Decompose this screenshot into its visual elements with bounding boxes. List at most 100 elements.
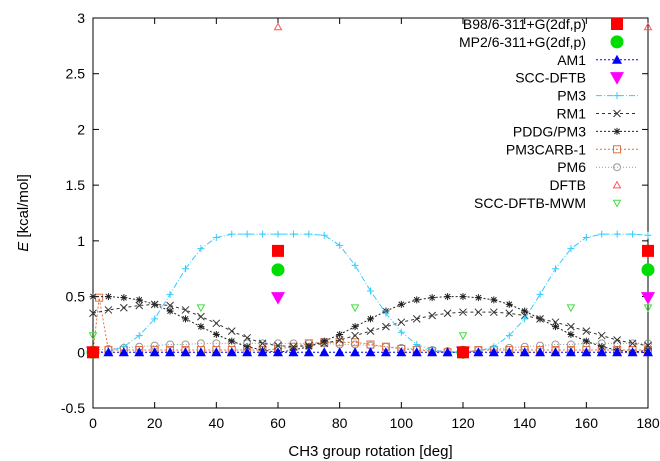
data-point [271, 292, 285, 305]
legend-label: AM1 [557, 52, 586, 68]
data-point [350, 304, 360, 313]
legend-marker [613, 127, 621, 135]
data-point [582, 337, 590, 345]
data-point [411, 347, 422, 357]
series-pm3carb-1 [89, 293, 652, 357]
data-point [95, 293, 104, 302]
data-point [457, 346, 469, 359]
series-scc-dftb-mwm [88, 304, 653, 341]
x-tick-label: 100 [390, 415, 414, 431]
data-point [521, 307, 529, 315]
legend-entry: SCC-DFTB-MWM [474, 195, 622, 211]
data-point [442, 347, 453, 357]
data-point [567, 330, 575, 338]
data-point [641, 263, 655, 277]
data-point [351, 323, 359, 331]
data-point [642, 244, 654, 257]
series-am1 [88, 347, 653, 357]
series-pm3 [89, 230, 652, 356]
series-line [93, 296, 649, 353]
data-point [181, 306, 190, 314]
legend-marker [613, 145, 621, 154]
x-tick-label: 120 [451, 415, 475, 431]
data-point [149, 347, 160, 357]
data-point [212, 234, 220, 242]
y-axis-label-symbol: E [15, 241, 32, 252]
data-point [504, 347, 515, 357]
data-point [274, 339, 282, 348]
data-point [271, 263, 285, 277]
data-point [644, 231, 652, 239]
data-point [397, 318, 406, 327]
data-point [412, 315, 421, 323]
data-point [567, 245, 575, 253]
legend-marker [611, 18, 623, 30]
data-point [505, 332, 513, 340]
data-point [397, 328, 405, 336]
data-point [598, 230, 606, 238]
data-point [243, 333, 252, 342]
legend-marker [613, 92, 621, 100]
data-point [197, 245, 205, 253]
data-point [488, 347, 499, 357]
data-point [382, 309, 390, 317]
data-point [195, 347, 206, 357]
data-point [88, 332, 98, 341]
data-point [273, 22, 283, 31]
data-point [150, 300, 159, 309]
data-point [196, 304, 206, 313]
data-point [367, 315, 374, 323]
legend-label: SCC-DFTB [515, 70, 586, 86]
data-point [335, 336, 344, 344]
series-rm1 [89, 300, 652, 351]
data-point [536, 290, 544, 298]
data-point [104, 293, 112, 301]
data-point [613, 336, 622, 344]
data-point [474, 308, 483, 317]
data-point [505, 300, 513, 308]
y-tick-label: 0 [77, 344, 85, 360]
data-point [320, 231, 328, 239]
x-tick-label: 40 [209, 415, 225, 431]
y-tick-label: 3 [77, 10, 85, 26]
legend-marker [612, 199, 622, 208]
data-point [118, 347, 129, 357]
legend-label: PM6 [557, 159, 586, 175]
legend-label: MP2/6-311+G(2df,p) [459, 34, 586, 50]
data-point [582, 234, 590, 242]
legend-entry: AM1 [557, 52, 638, 68]
data-point [197, 323, 205, 331]
x-tick-label: 20 [147, 415, 163, 431]
data-point [197, 312, 205, 321]
data-point [89, 293, 97, 301]
data-point [182, 265, 189, 273]
data-point [243, 230, 251, 238]
data-point [628, 339, 637, 348]
data-point [151, 315, 159, 323]
data-point [596, 347, 607, 357]
data-point [273, 347, 283, 357]
data-point [120, 294, 128, 302]
data-point [166, 290, 174, 298]
data-point [627, 347, 638, 357]
data-point [272, 244, 284, 257]
legend-marker [612, 180, 622, 189]
data-point [320, 339, 329, 348]
data-point [289, 230, 297, 238]
data-point [212, 319, 221, 328]
data-point [380, 347, 391, 357]
x-tick-label: 160 [575, 415, 599, 431]
x-axis-label: CH3 group rotation [deg] [288, 443, 452, 460]
data-point [565, 347, 576, 357]
legend-entry: DFTB [549, 177, 622, 193]
data-point [536, 315, 544, 323]
data-point [413, 296, 421, 304]
data-point [212, 330, 220, 338]
data-point [551, 318, 560, 327]
legend-marker [610, 35, 624, 49]
data-point [228, 230, 236, 238]
data-point [87, 346, 99, 359]
data-point [490, 296, 498, 304]
legend-entry: RM1 [556, 106, 638, 122]
